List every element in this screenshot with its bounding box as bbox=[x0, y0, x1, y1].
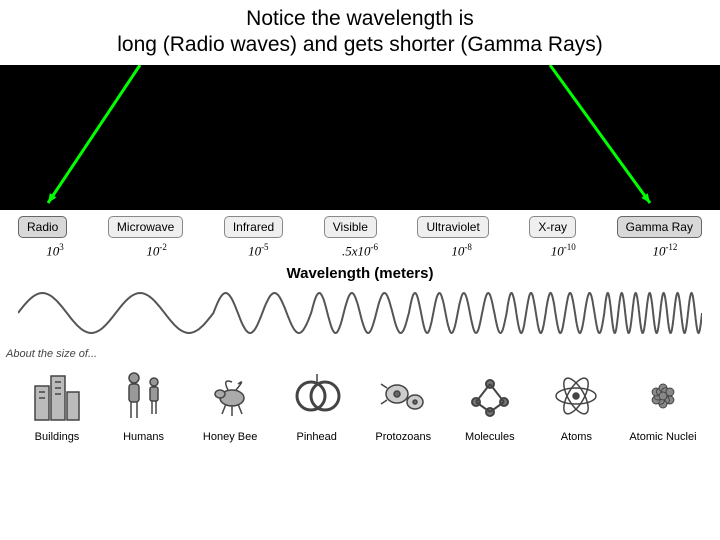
arrow-right bbox=[550, 65, 650, 203]
band-value-microwave: 10-2 bbox=[122, 242, 192, 259]
black-band bbox=[0, 65, 720, 210]
object-label-nuclei: Atomic Nuclei bbox=[624, 431, 702, 443]
object-bee: Honey Bee bbox=[191, 368, 269, 443]
object-label-buildings: Buildings bbox=[18, 431, 96, 443]
band-label-visible: Visible bbox=[324, 216, 377, 238]
wave-path bbox=[18, 293, 702, 333]
humans-icon bbox=[116, 368, 172, 424]
buildings-icon bbox=[29, 368, 85, 424]
band-value-x-ray: 10-10 bbox=[528, 242, 598, 259]
object-protozoans: Protozoans bbox=[364, 368, 442, 443]
axis-title: Wavelength (meters) bbox=[0, 265, 720, 282]
atoms-icon bbox=[548, 368, 604, 424]
spectrum-labels-row: Radio Microwave Infrared Visible Ultraviolet… bbox=[0, 216, 720, 238]
bee-icon bbox=[202, 368, 258, 424]
object-label-atoms: Atoms bbox=[537, 431, 615, 443]
wave-container bbox=[18, 286, 702, 340]
object-label-bee: Honey Bee bbox=[191, 431, 269, 443]
object-label-pinhead: Pinhead bbox=[278, 431, 356, 443]
object-buildings: Buildings bbox=[18, 368, 96, 443]
object-nuclei: Atomic Nuclei bbox=[624, 368, 702, 443]
nuclei-icon bbox=[635, 368, 691, 424]
band-label-microwave: Microwave bbox=[108, 216, 183, 238]
wave-graphic bbox=[18, 286, 702, 340]
band-value-gamma-ray: 10-12 bbox=[630, 242, 700, 259]
arrow-left bbox=[48, 65, 140, 203]
title-line-1: Notice the wavelength is bbox=[12, 6, 708, 32]
object-humans: Humans bbox=[105, 368, 183, 443]
arrows bbox=[0, 65, 720, 210]
band-label-infrared: Infrared bbox=[224, 216, 283, 238]
pinhead-icon bbox=[289, 368, 345, 424]
molecules-icon bbox=[462, 368, 518, 424]
size-caption: About the size of... bbox=[6, 348, 720, 360]
band-label-ultraviolet: Ultraviolet bbox=[417, 216, 488, 238]
band-value-visible: .5x10-6 bbox=[325, 242, 395, 259]
object-label-humans: Humans bbox=[105, 431, 183, 443]
band-value-radio: 103 bbox=[20, 242, 90, 259]
band-value-ultraviolet: 10-8 bbox=[427, 242, 497, 259]
band-value-infrared: 10-5 bbox=[223, 242, 293, 259]
diagram: Radio Microwave Infrared Visible Ultraviolet… bbox=[0, 210, 720, 443]
title-line-2: long (Radio waves) and gets shorter (Gam… bbox=[12, 32, 708, 58]
protozoans-icon bbox=[375, 368, 431, 424]
object-pinhead: Pinhead bbox=[278, 368, 356, 443]
band-label-radio: Radio bbox=[18, 216, 67, 238]
objects-row: Buildings Humans Honey Bee Pinhead Proto… bbox=[0, 368, 720, 443]
object-label-protozoans: Protozoans bbox=[364, 431, 442, 443]
object-atoms: Atoms bbox=[537, 368, 615, 443]
spectrum-values-row: 103 10-2 10-5 .5x10-6 10-8 10-10 10-12 bbox=[0, 238, 720, 259]
object-molecules: Molecules bbox=[451, 368, 529, 443]
object-label-molecules: Molecules bbox=[451, 431, 529, 443]
band-label-x-ray: X-ray bbox=[529, 216, 576, 238]
band-label-gamma-ray: Gamma Ray bbox=[617, 216, 702, 238]
